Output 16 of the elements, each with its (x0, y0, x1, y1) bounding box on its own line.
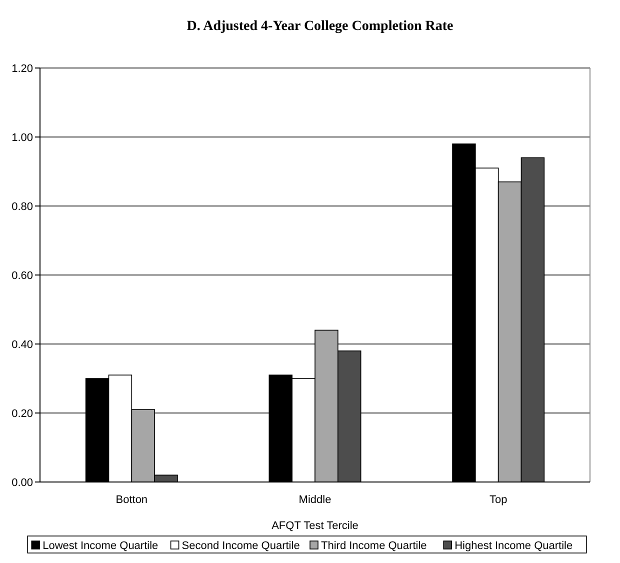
y-tick-label: 0.60 (12, 270, 33, 282)
y-tick-label: 0.00 (12, 476, 33, 489)
y-tick-label: 0.20 (12, 408, 33, 420)
x-axis-title: AFQT Test Tercile (272, 520, 358, 532)
y-tick-label: 0.40 (12, 338, 33, 351)
y-tick-label: 1.00 (12, 132, 33, 144)
legend-label: Highest Income Quartile (454, 540, 573, 552)
y-tick-label: 0.80 (12, 200, 33, 213)
x-tick-label: Top (489, 494, 508, 506)
y-tick-label: 1.20 (12, 62, 33, 75)
legend-label: Lowest Income Quartile (42, 540, 158, 552)
legend-label: Third Income Quartile (321, 540, 427, 552)
x-tick-label: Middle (298, 494, 332, 506)
x-tick-label: Botton (116, 494, 148, 506)
legend-label: Second Income Quartile (182, 540, 300, 552)
chart-title: D. Adjusted 4-Year College Completion Rate (186, 19, 454, 34)
